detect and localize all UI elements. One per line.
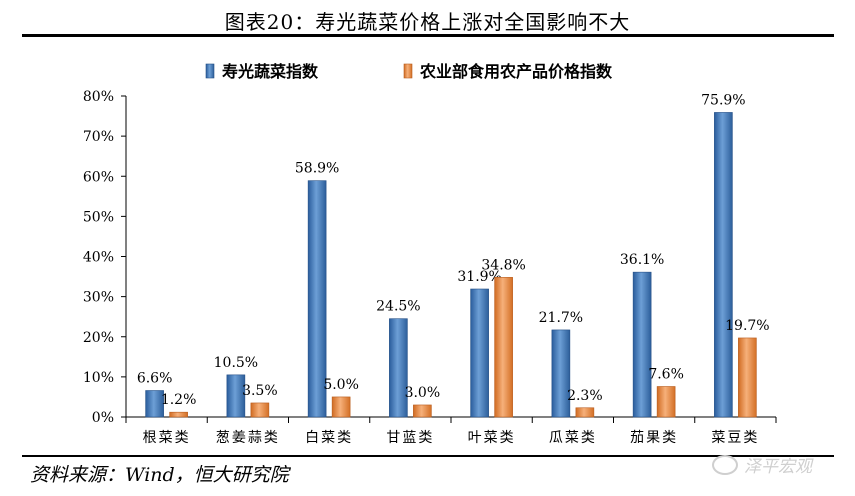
y-tick-label: 70% — [83, 129, 114, 145]
bar — [145, 390, 164, 418]
watermark-text: 泽平宏观 — [744, 457, 812, 477]
data-label: 75.9% — [701, 92, 745, 108]
data-label: 21.7% — [539, 310, 583, 326]
x-tick-label: 甘蓝类 — [386, 430, 434, 446]
y-tick-label: 10% — [83, 370, 114, 386]
bar — [551, 329, 571, 418]
bar — [389, 318, 408, 418]
x-tick-label: 根菜类 — [143, 430, 191, 446]
legend-swatch — [403, 63, 413, 79]
data-label: 58.9% — [295, 161, 339, 177]
data-label: 6.6% — [137, 371, 173, 387]
y-tick-label: 80% — [83, 89, 114, 105]
bar — [738, 337, 757, 418]
source-note: 资料来源：Wind，恒大研究院 — [30, 464, 289, 486]
bar — [632, 271, 652, 418]
data-label: 3.0% — [405, 385, 441, 401]
watermark: 泽平宏观 — [712, 452, 812, 477]
chart-title: 图表20：寿光蔬菜价格上涨对全国影响不大 — [224, 10, 631, 34]
x-tick-label: 茄果类 — [630, 429, 678, 446]
x-tick-label: 白菜类 — [305, 430, 353, 446]
data-label: 19.7% — [725, 318, 769, 334]
bar — [575, 407, 595, 418]
y-tick-label: 20% — [83, 330, 114, 346]
legend-swatch — [205, 63, 215, 79]
x-tick-label: 瓜菜类 — [549, 430, 597, 446]
x-tick-label: 叶菜类 — [468, 430, 516, 446]
bar — [714, 112, 733, 418]
bar — [494, 277, 513, 418]
data-label: 36.1% — [620, 252, 664, 268]
data-label: 24.5% — [376, 299, 420, 315]
x-tick-label: 菜豆类 — [711, 430, 759, 446]
data-label: 5.0% — [323, 377, 359, 393]
title-underline — [22, 34, 834, 37]
bar — [470, 288, 489, 418]
bar — [331, 396, 351, 418]
y-tick-label: 30% — [83, 290, 114, 306]
legend-label: 农业部食用农产品价格指数 — [419, 62, 613, 81]
footer-rule — [22, 455, 834, 457]
data-label: 7.6% — [648, 367, 684, 383]
bar — [307, 180, 327, 418]
wechat-icon — [712, 454, 738, 475]
bar — [250, 402, 270, 418]
data-label: 1.2% — [161, 392, 197, 408]
y-tick-label: 40% — [83, 250, 114, 266]
y-tick-label: 0% — [92, 410, 114, 426]
bar — [656, 386, 676, 418]
data-label: 10.5% — [214, 355, 258, 371]
bar — [413, 404, 432, 418]
bar — [226, 374, 246, 418]
data-label: 34.8% — [481, 257, 525, 273]
y-tick-label: 50% — [83, 209, 114, 225]
x-tick-label: 葱姜蒜类 — [216, 430, 280, 446]
data-label: 3.5% — [242, 383, 278, 399]
y-tick-label: 60% — [83, 169, 114, 185]
data-label: 2.3% — [567, 388, 603, 404]
data-label: 31.9% — [457, 269, 501, 285]
bar — [169, 411, 188, 418]
legend-label: 寿光蔬菜指数 — [222, 62, 319, 81]
